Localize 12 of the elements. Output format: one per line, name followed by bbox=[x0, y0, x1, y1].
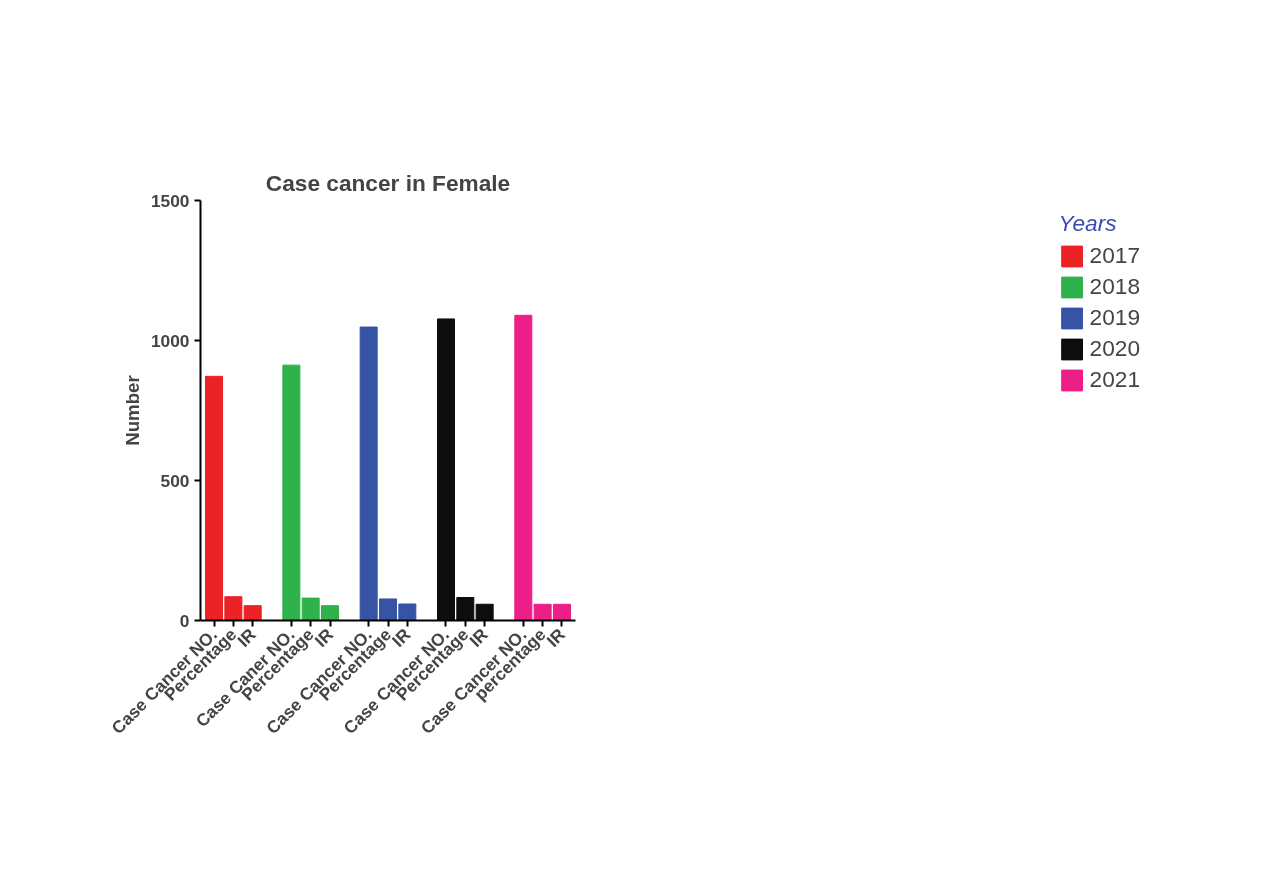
legend-label: 2019 bbox=[1089, 304, 1140, 331]
y-tick-label: 1000 bbox=[150, 330, 190, 351]
legend-label: 2018 bbox=[1089, 273, 1140, 300]
y-tick-label: 0 bbox=[179, 610, 190, 631]
legend-label: 2020 bbox=[1089, 335, 1140, 362]
y-tick-label: 1500 bbox=[150, 190, 190, 211]
legend-label: 2021 bbox=[1089, 366, 1140, 393]
legend-label: 2017 bbox=[1089, 242, 1140, 269]
y-axis-title: Number bbox=[121, 375, 143, 446]
y-tick-label: 500 bbox=[160, 470, 190, 491]
chart-title: Case cancer in Female bbox=[265, 169, 511, 196]
legend-title: Years bbox=[1058, 210, 1118, 237]
